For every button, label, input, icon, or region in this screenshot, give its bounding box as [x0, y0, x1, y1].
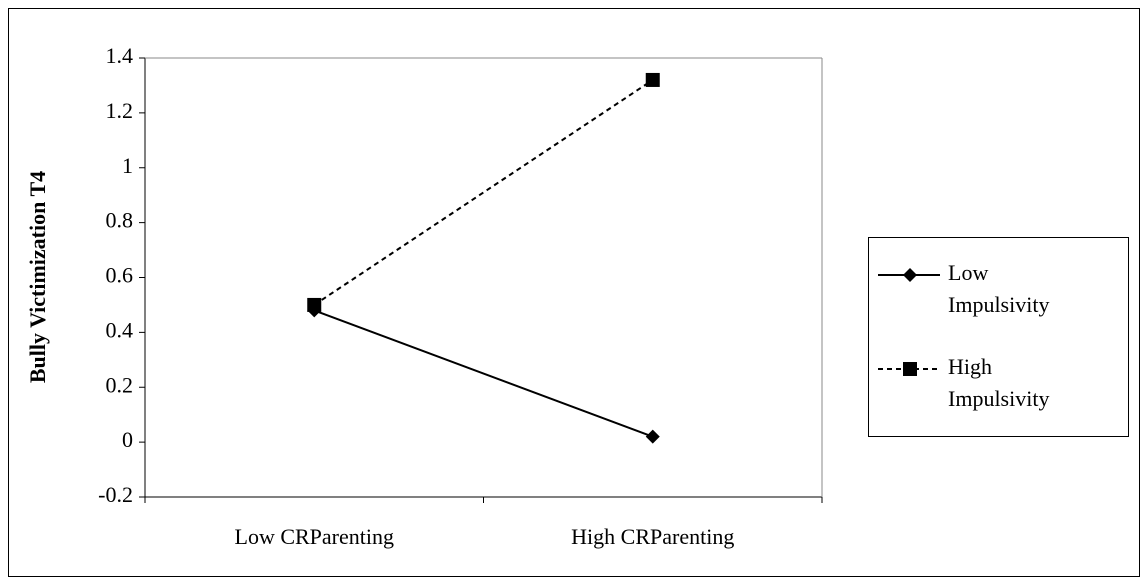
series-line [313, 79, 654, 306]
y-tick-label: 0.6 [106, 263, 134, 288]
legend-marker [903, 362, 917, 376]
y-tick-label: 0.8 [106, 208, 134, 233]
legend-marker [903, 268, 917, 282]
y-tick-label: 1.4 [106, 43, 134, 68]
legend-label: Low Impulsivity [948, 260, 1049, 317]
marker [307, 297, 322, 312]
y-tick-label: 1.2 [106, 98, 134, 123]
x-tick-label: High CRParenting [571, 524, 734, 549]
y-tick-label: 0 [122, 427, 133, 452]
marker [645, 72, 660, 87]
x-tick-label: Low CRParenting [235, 524, 395, 549]
y-tick-label: 0.4 [106, 317, 134, 342]
y-tick-label: 0.2 [106, 372, 134, 397]
marker [645, 429, 660, 444]
y-axis-label: Bully Victimization T4 [25, 171, 50, 383]
y-tick-label: 1 [122, 153, 133, 178]
y-tick-label: -0.2 [98, 482, 133, 507]
legend-label: High Impulsivity [948, 354, 1049, 411]
series-line [313, 309, 654, 438]
